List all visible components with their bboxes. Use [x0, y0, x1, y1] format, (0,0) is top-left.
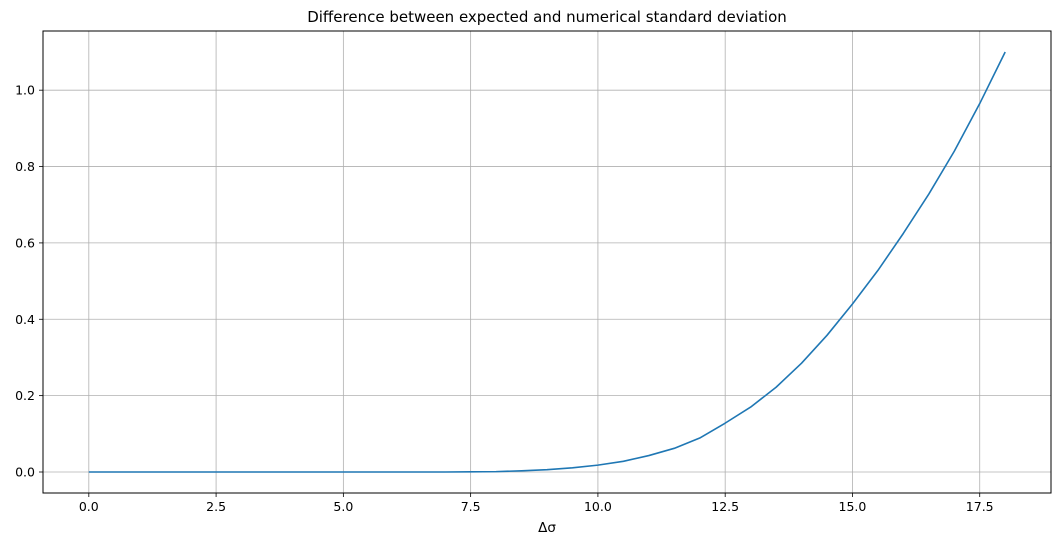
x-tick-label: 15.0 — [839, 499, 867, 514]
y-tick-label: 0.4 — [15, 312, 35, 327]
x-tick-label: 12.5 — [711, 499, 739, 514]
plot-frame — [42, 30, 1052, 494]
grid-lines — [43, 31, 1051, 493]
y-tick-label: 1.0 — [15, 83, 35, 98]
ticks: 0.0 2.5 5.0 7.5 10.0 12.5 15.0 17.5 0.0 0.2 0.4 0.6… — [15, 83, 994, 514]
y-tick-label: 0.2 — [15, 388, 35, 403]
x-tick-label: 0.0 — [79, 499, 99, 514]
y-tick-label: 0.8 — [15, 159, 35, 174]
x-tick-label: 5.0 — [333, 499, 353, 514]
x-axis-label: Δσ — [538, 520, 556, 536]
x-tick-label: 10.0 — [584, 499, 612, 514]
x-tick-label: 2.5 — [206, 499, 226, 514]
y-tick-label: 0.0 — [15, 465, 35, 480]
chart-title: Difference between expected and numerica… — [307, 8, 787, 26]
series-layer — [88, 51, 1006, 473]
x-tick-label: 17.5 — [966, 499, 994, 514]
x-tick-label: 7.5 — [461, 499, 481, 514]
series-line — [88, 51, 1006, 473]
y-tick-label: 0.6 — [15, 235, 35, 250]
